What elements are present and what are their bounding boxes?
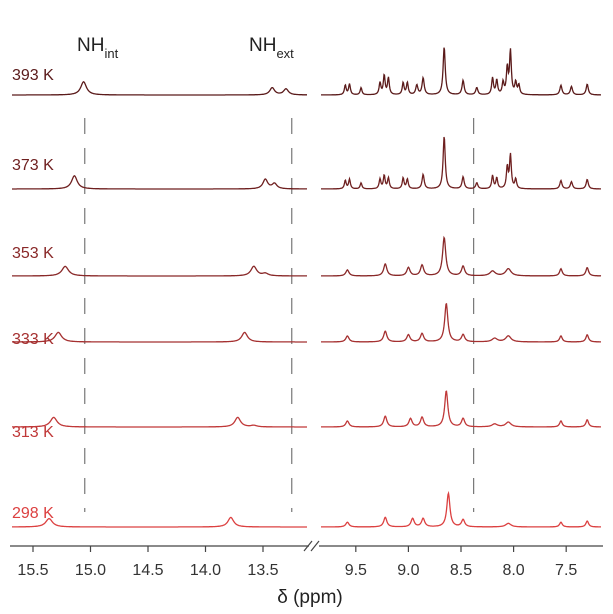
x-tick-label: 9.0 bbox=[397, 562, 419, 579]
spectrum-trace bbox=[12, 331, 307, 343]
x-axis-label: δ (ppm) bbox=[277, 587, 342, 608]
temperature-label: 353 K bbox=[12, 245, 54, 262]
axis-break-mark bbox=[303, 540, 320, 552]
nh-ext-label: NHext bbox=[249, 35, 294, 61]
spectrum-trace bbox=[321, 302, 601, 343]
nh-label-subscript: ext bbox=[276, 46, 294, 61]
spectrum-trace bbox=[321, 490, 601, 528]
nh-int-label: NHint bbox=[77, 35, 119, 61]
x-tick-label: 15.0 bbox=[75, 562, 106, 579]
spectrum-trace bbox=[12, 416, 307, 428]
spectrum-trace bbox=[12, 516, 307, 528]
temperature-label: 393 K bbox=[12, 67, 54, 84]
spectrum-trace bbox=[321, 136, 601, 190]
x-tick-label: 7.5 bbox=[555, 562, 577, 579]
spectrum-trace bbox=[12, 265, 307, 277]
spectrum-trace bbox=[12, 81, 307, 96]
temperature-label: 373 K bbox=[12, 157, 54, 174]
x-tick-label: 9.5 bbox=[345, 562, 367, 579]
x-tick-label: 14.0 bbox=[190, 562, 221, 579]
x-tick-label: 15.5 bbox=[17, 562, 48, 579]
x-axis-ticks: 15.5 15.0 14.5 14.0 13.5 9.5 9.0 8.5 8.0 7.5 bbox=[17, 546, 577, 579]
nh-label-subscript: int bbox=[104, 46, 118, 61]
x-tick-label: 8.5 bbox=[450, 562, 472, 579]
temperature-label: 298 K bbox=[12, 505, 54, 522]
temperature-labels: 393 K 373 K 353 K 333 K 313 K 298 K bbox=[12, 67, 54, 522]
spectrum-trace bbox=[12, 175, 307, 190]
nh-label-base: NH bbox=[77, 35, 104, 56]
x-axis: 15.5 15.0 14.5 14.0 13.5 9.5 9.0 8.5 8.0 7.5 δ (p… bbox=[10, 540, 603, 608]
spectrum-trace bbox=[321, 390, 601, 428]
spectrum-trace bbox=[321, 47, 601, 96]
nh-label-base: NH bbox=[249, 35, 276, 56]
x-tick-label: 14.5 bbox=[132, 562, 163, 579]
spectrum-trace bbox=[321, 235, 602, 277]
x-tick-label: 13.5 bbox=[247, 562, 278, 579]
dashed-guide-lines bbox=[84, 118, 475, 512]
spectra-stack bbox=[12, 47, 602, 528]
temperature-label: 333 K bbox=[12, 331, 54, 348]
temperature-label: 313 K bbox=[12, 424, 54, 441]
nh-region-labels: NHint NHext bbox=[77, 35, 294, 61]
x-tick-label: 8.0 bbox=[502, 562, 524, 579]
